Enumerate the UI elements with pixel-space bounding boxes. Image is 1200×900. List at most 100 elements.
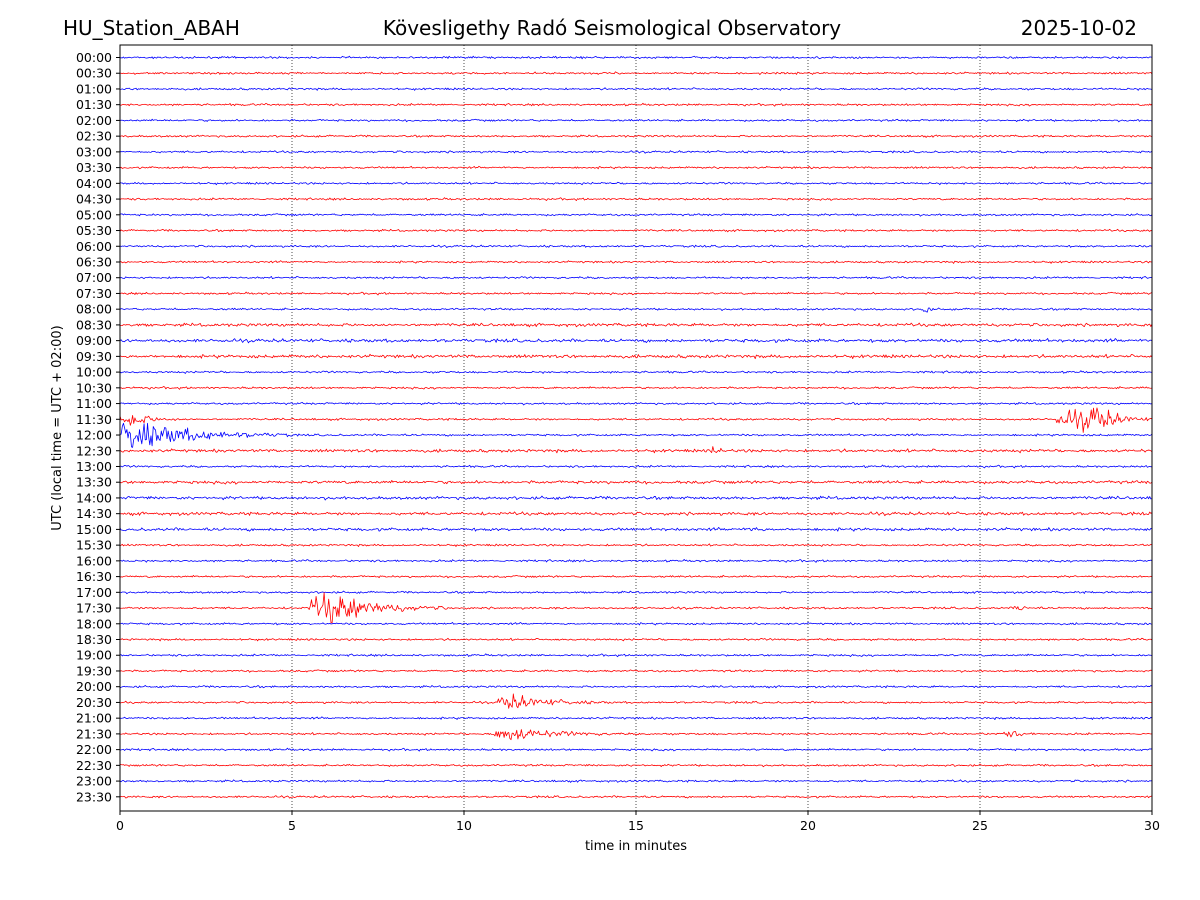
y-tick-label: 11:30: [76, 412, 112, 427]
grid-lines: [291, 45, 981, 811]
trace-1800: [119, 622, 1153, 626]
trace-1030: [119, 386, 1153, 390]
y-axis-ticks: 00:0000:3001:0001:3002:0002:3003:0003:30…: [76, 50, 120, 804]
x-tick-label: 10: [456, 818, 472, 833]
trace-1000: [119, 370, 1153, 374]
y-tick-label: 23:00: [76, 774, 112, 789]
y-tick-label: 21:30: [76, 726, 112, 741]
y-tick-label: 12:30: [76, 443, 112, 458]
y-tick-label: 01:30: [76, 97, 112, 112]
y-tick-label: 06:30: [76, 254, 112, 269]
trace-1730: [119, 592, 1153, 624]
y-tick-label: 01:00: [76, 81, 112, 96]
y-tick-label: 02:00: [76, 113, 112, 128]
plot-frame: [119, 44, 1153, 812]
y-tick-label: 19:00: [76, 648, 112, 663]
y-tick-label: 14:30: [76, 506, 112, 521]
trace-0730: [119, 291, 1153, 296]
y-tick-label: 11:00: [76, 396, 112, 411]
y-axis-label: UTC (local time = UTC + 02:00): [50, 325, 65, 530]
trace-2130: [119, 729, 1153, 741]
trace-0800: [119, 307, 1153, 313]
x-axis-ticks: 0 5 10 15 20 25 30: [116, 811, 1160, 833]
trace-1400: [119, 495, 1153, 501]
y-tick-label: 15:00: [76, 522, 112, 537]
y-tick-label: 21:00: [76, 711, 112, 726]
trace-1100: [119, 401, 1153, 406]
y-tick-label: 16:30: [76, 569, 112, 584]
trace-2100: [119, 716, 1153, 720]
y-tick-label: 04:00: [76, 176, 112, 191]
y-tick-label: 17:30: [76, 601, 112, 616]
y-tick-label: 19:30: [76, 663, 112, 678]
y-tick-label: 02:30: [76, 129, 112, 144]
chart-date: 2025-10-02: [1021, 16, 1137, 40]
y-tick-label: 15:30: [76, 538, 112, 553]
seismic-traces: [119, 55, 1153, 799]
y-tick-label: 09:30: [76, 349, 112, 364]
trace-0630: [119, 260, 1153, 264]
y-tick-label: 20:30: [76, 695, 112, 710]
trace-0830: [119, 322, 1153, 328]
trace-0300: [119, 150, 1153, 154]
trace-0330: [119, 165, 1153, 170]
y-tick-label: 06:00: [76, 239, 112, 254]
y-tick-label: 05:00: [76, 207, 112, 222]
trace-0130: [119, 102, 1153, 107]
trace-1700: [119, 590, 1153, 595]
y-tick-label: 04:30: [76, 192, 112, 207]
y-tick-label: 10:30: [76, 380, 112, 395]
y-tick-label: 10:00: [76, 365, 112, 380]
x-tick-label: 30: [1144, 818, 1160, 833]
y-tick-label: 00:30: [76, 66, 112, 81]
y-tick-label: 22:30: [76, 758, 112, 773]
x-axis-label: time in minutes: [585, 839, 687, 854]
trace-2330: [119, 795, 1153, 799]
trace-1830: [119, 637, 1153, 642]
trace-1230: [119, 446, 1153, 454]
station-name: HU_Station_ABAH: [63, 16, 240, 40]
trace-1430: [119, 511, 1153, 517]
trace-0930: [119, 353, 1153, 360]
trace-2200: [119, 747, 1153, 752]
trace-0200: [119, 118, 1153, 123]
trace-1900: [119, 653, 1153, 658]
trace-1300: [119, 464, 1153, 469]
y-tick-label: 03:30: [76, 160, 112, 175]
trace-0700: [119, 276, 1153, 280]
trace-0030: [119, 71, 1153, 76]
trace-0230: [119, 134, 1153, 138]
trace-0000: [119, 55, 1153, 60]
x-tick-label: 20: [800, 818, 816, 833]
y-tick-label: 23:30: [76, 789, 112, 804]
trace-1530: [119, 543, 1153, 547]
y-tick-label: 07:30: [76, 286, 112, 301]
y-tick-label: 08:30: [76, 317, 112, 332]
y-tick-label: 05:30: [76, 223, 112, 238]
trace-1200: [119, 422, 1153, 448]
trace-0600: [119, 244, 1153, 249]
y-tick-label: 20:00: [76, 679, 112, 694]
x-tick-label: 25: [972, 818, 988, 833]
trace-2230: [119, 763, 1153, 768]
y-tick-label: 03:00: [76, 144, 112, 159]
trace-2300: [119, 779, 1153, 783]
trace-2000: [119, 685, 1153, 689]
trace-1930: [119, 669, 1153, 673]
chart-title: Kövesligethy Radó Seismological Observat…: [383, 16, 841, 40]
x-tick-label: 0: [116, 818, 124, 833]
trace-1330: [119, 479, 1153, 485]
y-tick-label: 17:00: [76, 585, 112, 600]
trace-1130: [119, 407, 1153, 433]
trace-0530: [119, 228, 1153, 233]
y-tick-label: 16:00: [76, 553, 112, 568]
y-tick-label: 12:00: [76, 428, 112, 443]
trace-1630: [119, 574, 1153, 579]
y-tick-label: 00:00: [76, 50, 112, 65]
trace-1600: [119, 559, 1153, 563]
y-tick-label: 13:00: [76, 459, 112, 474]
trace-2030: [119, 693, 1153, 709]
trace-0500: [119, 213, 1153, 217]
y-tick-label: 18:30: [76, 632, 112, 647]
